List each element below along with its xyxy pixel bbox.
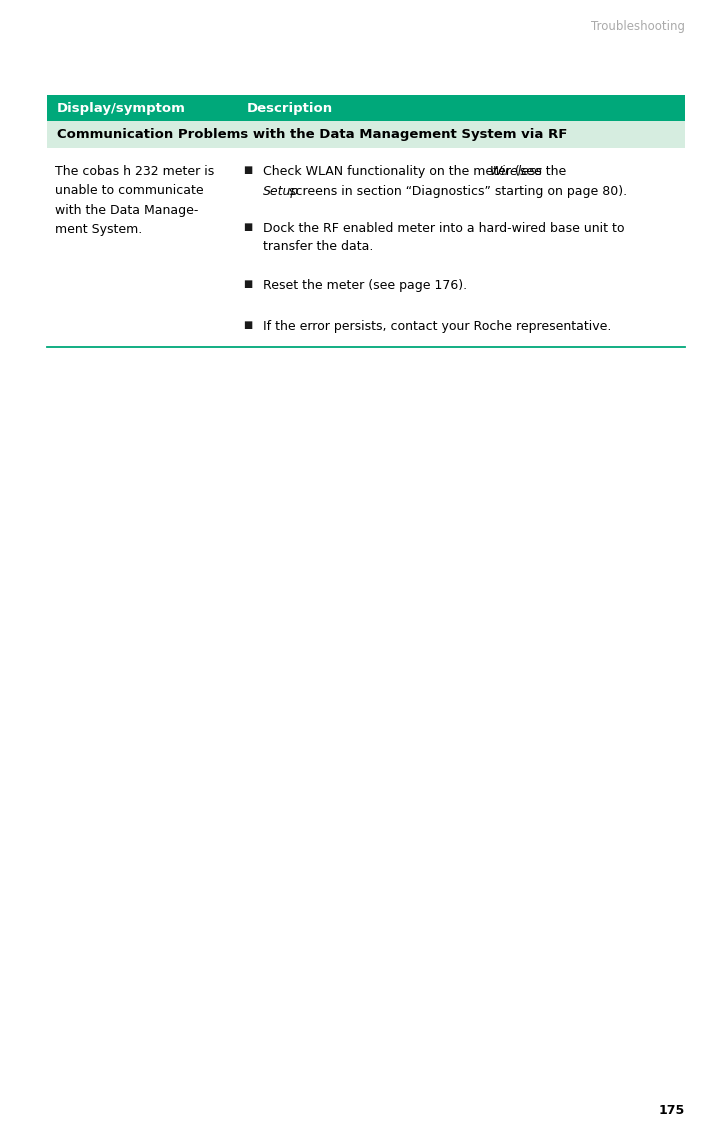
Text: ■: ■ — [244, 222, 253, 232]
Text: The cobas h 232 meter is: The cobas h 232 meter is — [55, 165, 214, 178]
Text: with the Data Manage-: with the Data Manage- — [55, 204, 198, 218]
Text: 175: 175 — [659, 1104, 685, 1117]
Text: Description: Description — [247, 101, 333, 115]
Text: Troubleshooting: Troubleshooting — [591, 21, 685, 33]
Text: Check WLAN functionality on the meter (see the: Check WLAN functionality on the meter (s… — [263, 165, 571, 178]
Text: Display/symptom: Display/symptom — [57, 101, 186, 115]
Text: If the error persists, contact your Roche representative.: If the error persists, contact your Roch… — [263, 320, 611, 333]
Text: Reset the meter (see page 176).: Reset the meter (see page 176). — [263, 279, 468, 292]
Text: ■: ■ — [244, 279, 253, 289]
Text: Wireless: Wireless — [490, 165, 543, 178]
Text: screens in section “Diagnostics” starting on page 80).: screens in section “Diagnostics” startin… — [285, 185, 627, 197]
Text: unable to communicate: unable to communicate — [55, 185, 204, 197]
Text: ■: ■ — [244, 320, 253, 329]
Bar — [47, 95, 685, 122]
Text: Setup: Setup — [263, 185, 300, 197]
Text: ment System.: ment System. — [55, 223, 142, 237]
Bar — [47, 122, 685, 148]
Text: Communication Problems with the Data Management System via RF: Communication Problems with the Data Man… — [57, 129, 568, 141]
Text: ■: ■ — [244, 165, 253, 175]
Text: Dock the RF enabled meter into a hard-wired base unit to
transfer the data.: Dock the RF enabled meter into a hard-wi… — [263, 222, 625, 254]
